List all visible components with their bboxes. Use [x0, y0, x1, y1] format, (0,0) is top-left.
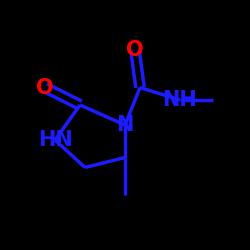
Text: HN: HN: [38, 130, 72, 150]
Text: N: N: [116, 115, 134, 135]
Text: O: O: [126, 40, 144, 60]
Text: NH: NH: [162, 90, 198, 110]
Text: O: O: [36, 78, 54, 98]
